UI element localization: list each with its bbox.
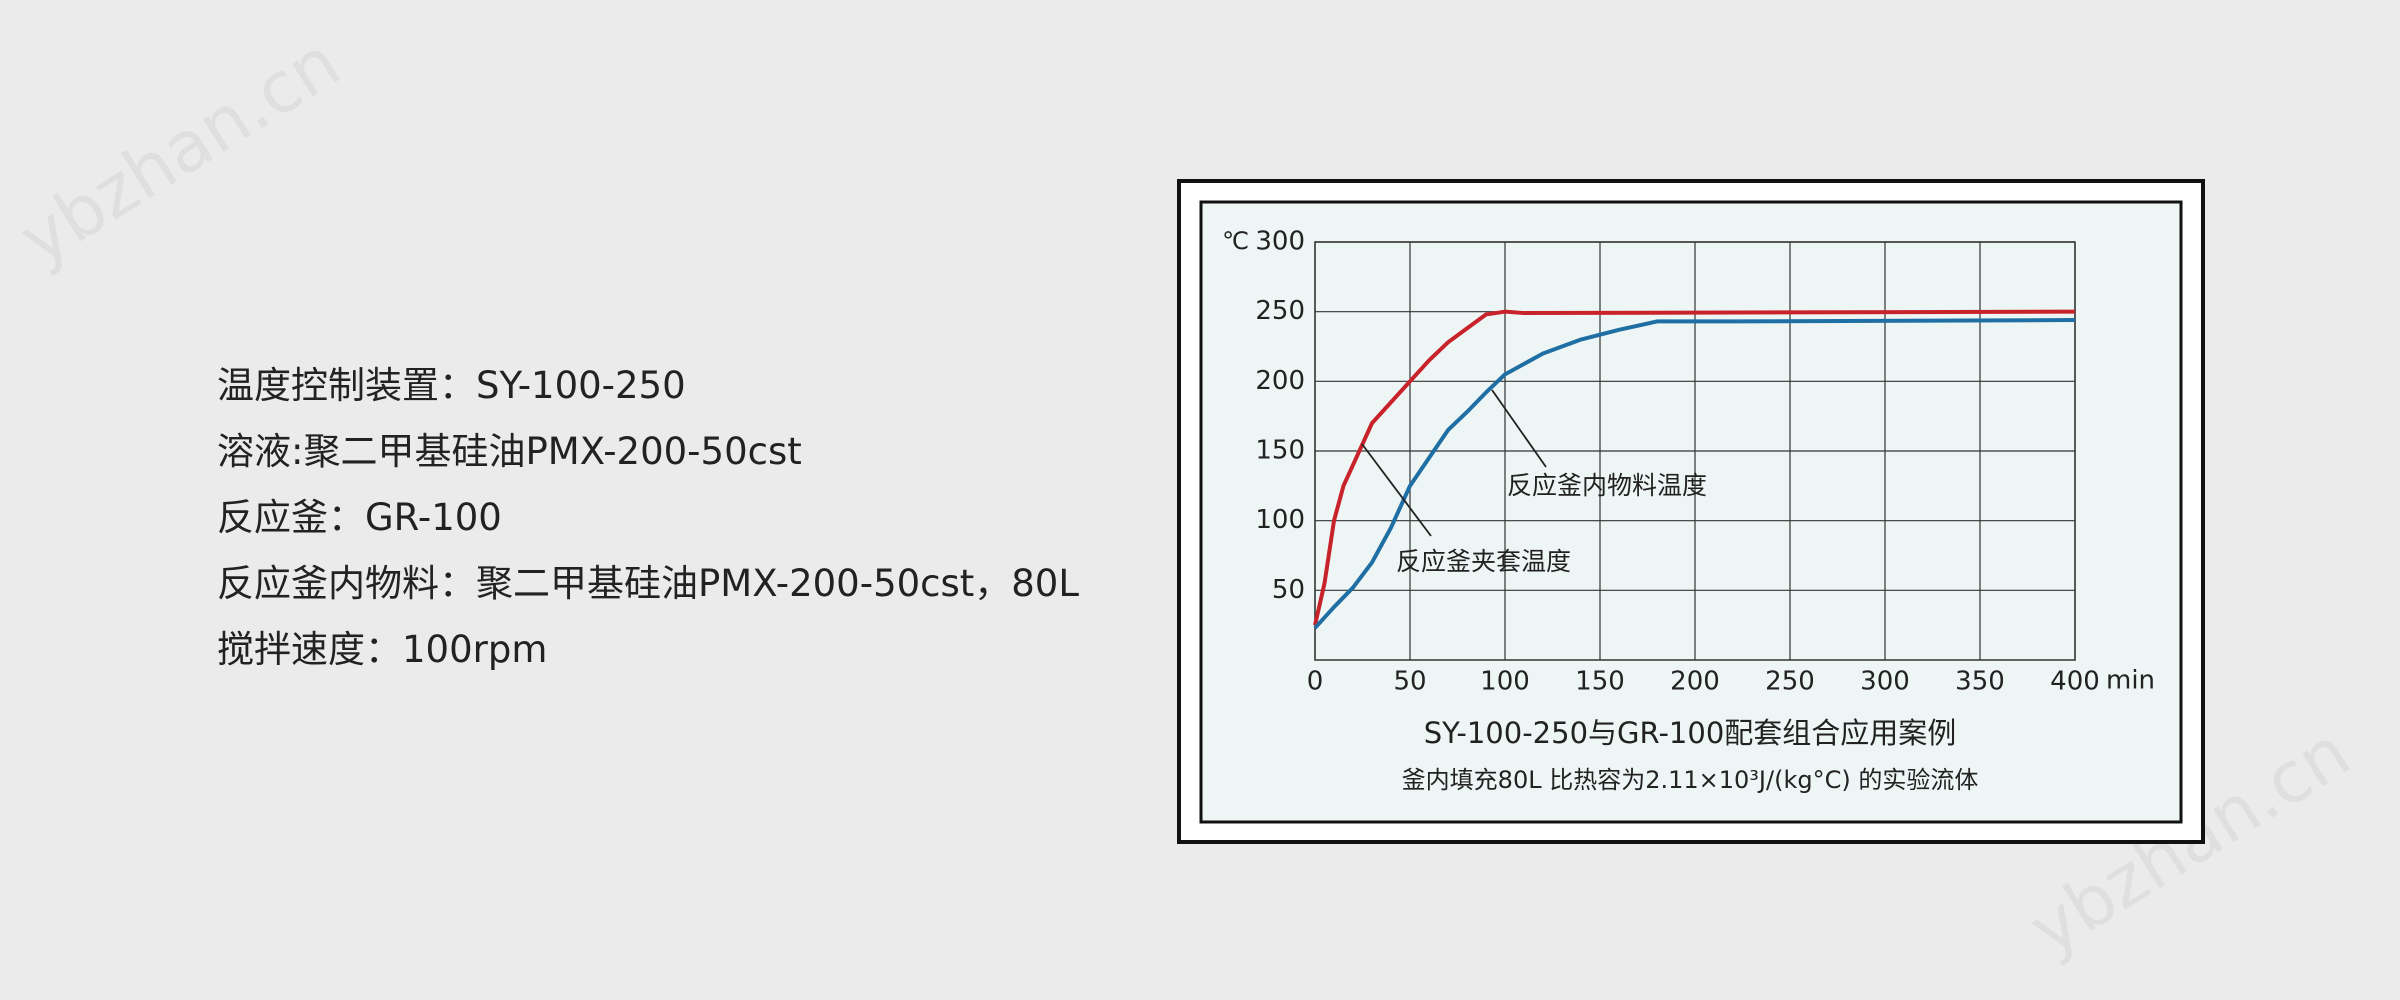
annotation-leader: [1361, 443, 1432, 537]
y-tick-label: 150: [1255, 436, 1305, 466]
x-tick-label: 50: [1393, 667, 1426, 697]
chart-subtitle: 釜内填充80L 比热容为2.11×10³J/(kg°C) 的实验流体: [1402, 766, 1979, 794]
series-annotation: 反应釜夹套温度: [1396, 547, 1571, 576]
y-tick-label: 200: [1255, 366, 1305, 396]
y-tick-label: 300: [1255, 227, 1305, 257]
chart-panel: [1199, 200, 2183, 824]
spec-line: 反应釜内物料：聚二甲基硅油PMX-200-50cst，80L: [217, 562, 1079, 605]
spec-line: 反应釜：GR-100: [217, 496, 502, 539]
x-tick-label: 200: [1670, 667, 1720, 697]
x-tick-label: 250: [1765, 667, 1815, 697]
x-tick-label: 300: [1860, 667, 1910, 697]
x-tick-label: 100: [1480, 667, 1530, 697]
x-tick-label: 0: [1307, 667, 1324, 697]
y-tick-label: 250: [1255, 296, 1305, 326]
spec-line: 搅拌速度：100rpm: [217, 628, 548, 671]
series-line: [1313, 309, 2076, 626]
spec-line: 溶液:聚二甲基硅油PMX-200-50cst: [217, 430, 802, 473]
y-tick-label: 50: [1272, 575, 1305, 605]
x-tick-label: 400: [2050, 667, 2100, 697]
x-tick-label: 150: [1575, 667, 1625, 697]
x-tick-label: 350: [1955, 667, 2005, 697]
chart-title: SY-100-250与GR-100配套组合应用案例: [1424, 716, 1957, 750]
series-line: [1313, 318, 2076, 630]
series-annotation: 反应釜内物料温度: [1507, 471, 1707, 500]
x-axis-unit: min: [2106, 666, 2155, 696]
y-tick-label: 100: [1255, 505, 1305, 535]
spec-line: 温度控制装置：SY-100-250: [217, 364, 686, 407]
y-axis-unit: ℃: [1222, 227, 1249, 255]
annotation-leader: [1491, 389, 1547, 468]
